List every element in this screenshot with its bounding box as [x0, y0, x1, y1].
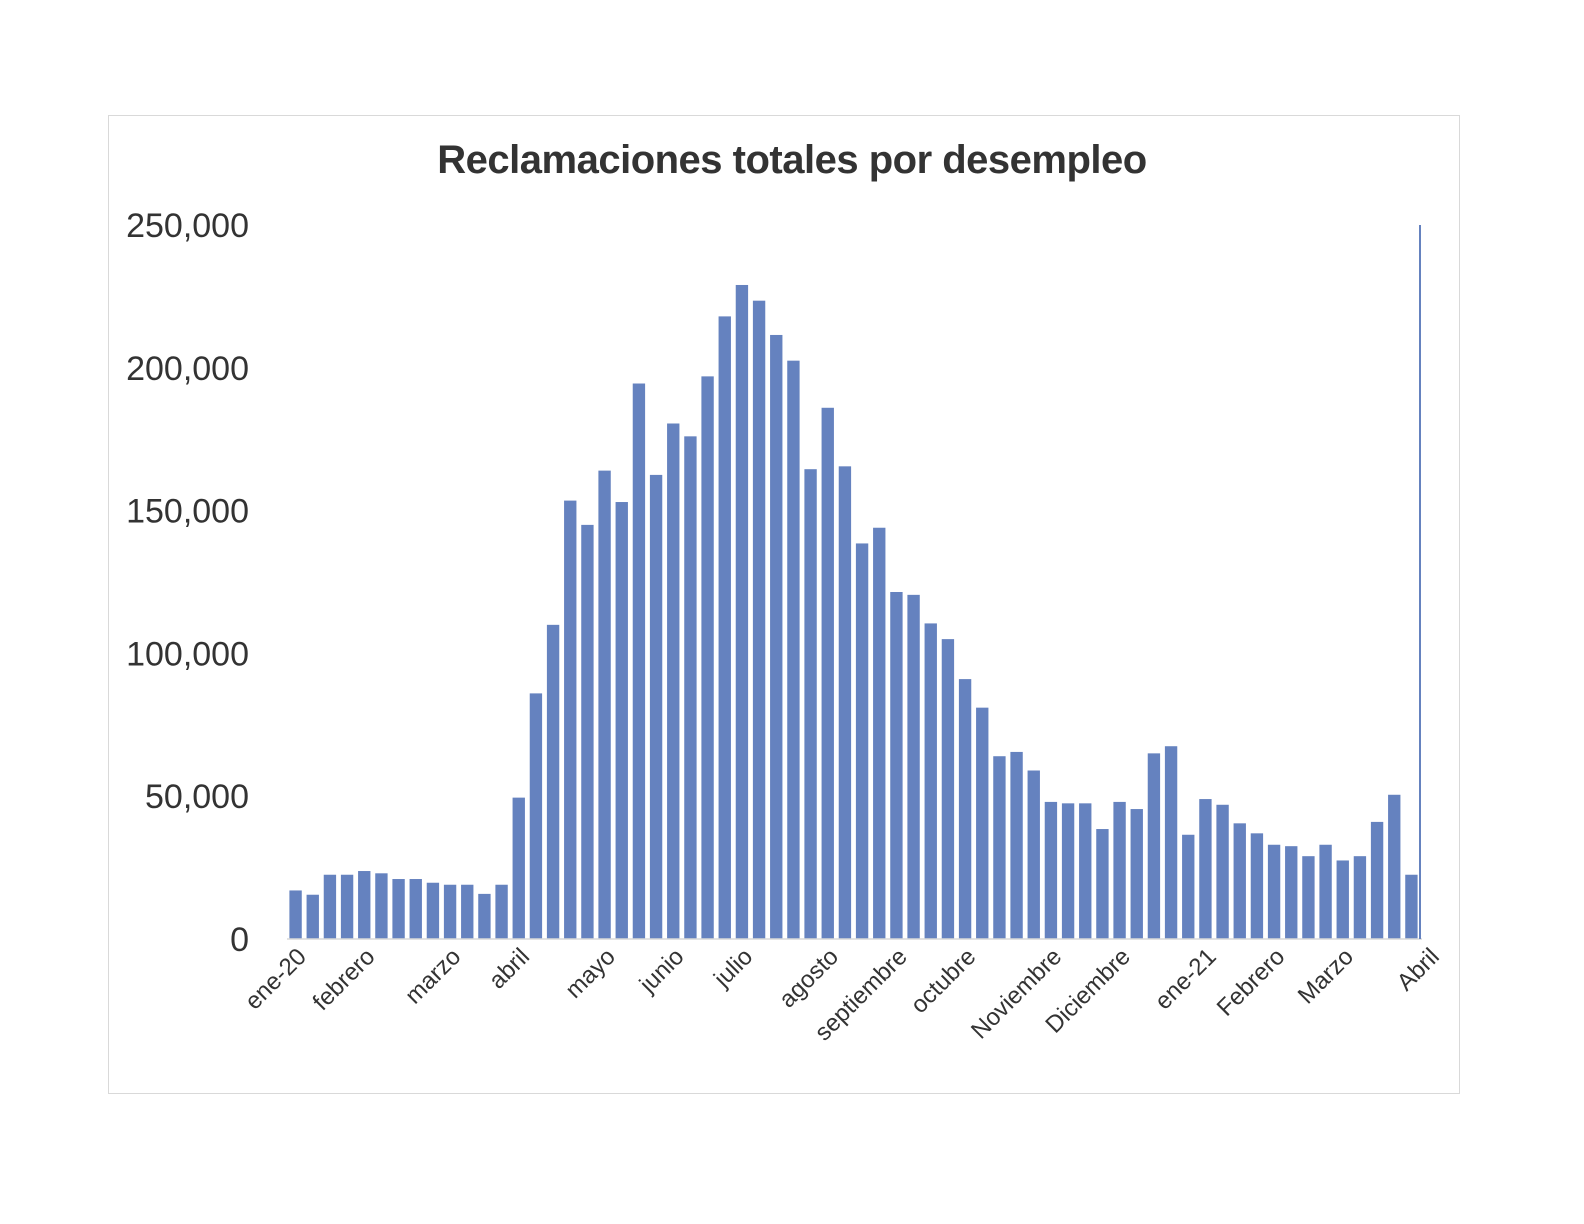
- bar: [770, 334, 783, 940]
- bar: [890, 592, 903, 939]
- x-tick-label: ene-20: [240, 943, 312, 1015]
- bar: [1216, 804, 1229, 939]
- x-tick-label: ene-21: [1150, 943, 1222, 1015]
- y-tick-label: 100,000: [126, 635, 249, 673]
- bar: [1164, 746, 1178, 939]
- x-tick-label: febrero: [308, 943, 381, 1016]
- bar: [1302, 856, 1315, 939]
- x-tick-label: junio: [634, 943, 690, 999]
- bar: [752, 300, 766, 939]
- bar: [461, 884, 474, 939]
- bar: [1233, 823, 1246, 939]
- bar: [958, 679, 972, 939]
- bar: [787, 360, 800, 939]
- bar: [838, 466, 852, 939]
- bar: [478, 893, 491, 939]
- bar: [443, 884, 457, 939]
- bar: [564, 500, 577, 939]
- bar: [821, 407, 834, 939]
- bar: [598, 470, 611, 939]
- bar: [1267, 844, 1281, 939]
- bar: [409, 879, 422, 939]
- bar: [392, 879, 405, 939]
- bar: [1199, 799, 1212, 939]
- bar: [1182, 834, 1195, 939]
- y-tick-label: 250,000: [126, 207, 249, 245]
- bar: [735, 284, 749, 940]
- x-tick-label: Marzo: [1293, 943, 1359, 1009]
- bar: [1044, 801, 1058, 939]
- bar: [873, 527, 886, 939]
- bar: [1370, 821, 1384, 939]
- bar: [1010, 751, 1023, 939]
- bar: [667, 423, 680, 939]
- bar: [615, 502, 628, 939]
- bar: [993, 756, 1006, 939]
- bar: [1405, 874, 1418, 939]
- bar: [323, 874, 337, 939]
- x-tick-label: Abril: [1392, 943, 1445, 996]
- x-tick-label: Febrero: [1212, 943, 1291, 1022]
- bar: [1319, 844, 1332, 939]
- chart-title: Reclamaciones totales por desempleo: [437, 138, 1147, 182]
- bar: [512, 797, 525, 939]
- x-tick-label: octubre: [906, 943, 982, 1019]
- bar: [546, 624, 560, 939]
- bar: [718, 316, 731, 939]
- bar: [358, 871, 371, 939]
- bar: [1061, 803, 1075, 939]
- bar: [495, 884, 508, 939]
- bar: [306, 894, 319, 939]
- bar: [976, 707, 989, 939]
- bar: [1250, 833, 1264, 939]
- bar: [340, 874, 354, 939]
- bar: [1130, 809, 1143, 939]
- bar: [1027, 770, 1040, 939]
- bar: [1353, 856, 1367, 939]
- bar: [701, 376, 714, 939]
- bar: [1388, 794, 1401, 939]
- bars: [289, 284, 1418, 940]
- bar: [426, 882, 440, 939]
- bar: [529, 693, 543, 939]
- y-tick-label: 150,000: [126, 493, 249, 531]
- x-tick-label: julio: [708, 943, 758, 993]
- y-tick-label: 0: [230, 921, 249, 959]
- bar: [804, 469, 817, 939]
- x-tick-label: mayo: [560, 943, 621, 1004]
- y-tick-label: 200,000: [126, 350, 249, 388]
- bar: [1113, 801, 1126, 939]
- bar: [1079, 803, 1092, 939]
- bar: [289, 890, 302, 939]
- bar: [1285, 846, 1298, 939]
- y-axis-labels: 0 50,000 100,000 150,000 200,000 250,000: [126, 207, 249, 959]
- bar: [632, 383, 646, 939]
- bar: [375, 873, 388, 939]
- bar: [1096, 829, 1109, 939]
- bar: [581, 524, 594, 939]
- bar: [649, 474, 663, 939]
- bar: [907, 594, 920, 939]
- x-tick-label: marzo: [400, 943, 466, 1009]
- bar: [1336, 860, 1349, 939]
- bar: [941, 639, 955, 939]
- bar: [855, 543, 869, 939]
- y-tick-label: 50,000: [145, 778, 249, 816]
- bar: [684, 436, 697, 939]
- bar: [1147, 753, 1161, 939]
- bar: [924, 623, 937, 939]
- x-tick-label: abril: [484, 943, 535, 994]
